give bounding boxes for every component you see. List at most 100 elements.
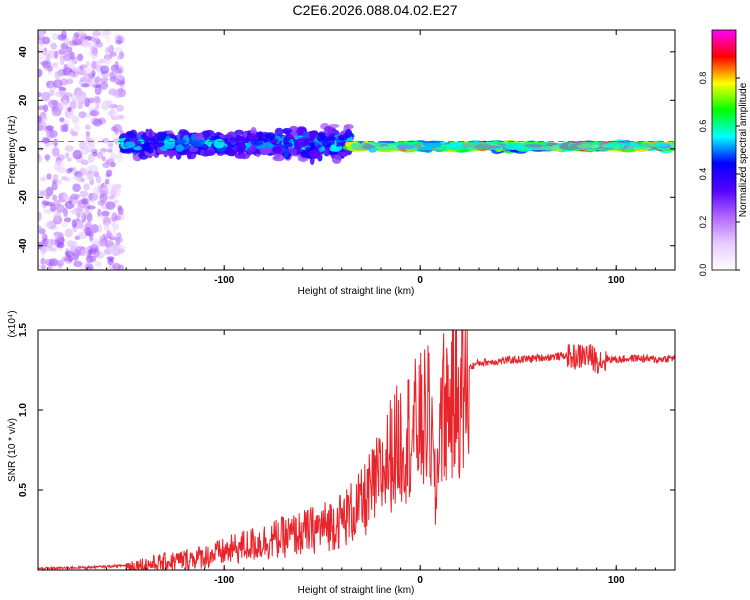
heatmap-cell — [105, 173, 111, 178]
heatmap-cell — [53, 211, 62, 222]
heatmap-cell — [48, 99, 58, 108]
heatmap-cell — [51, 182, 58, 191]
snr-y-tick-label: 1.5 — [18, 323, 29, 337]
heatmap-cell — [175, 144, 184, 152]
heatmap-cell — [101, 156, 106, 162]
heatmap-cell — [80, 210, 85, 221]
heatmap-cell — [121, 133, 129, 139]
heatmap-cell — [85, 255, 94, 263]
snr-line — [38, 330, 675, 570]
colorbar-tick-label: 0.8 — [698, 72, 708, 85]
heatmap-cell — [53, 173, 59, 181]
heatmap-cell — [85, 60, 90, 67]
heatmap-cell — [51, 110, 62, 117]
heatmap-cell — [166, 149, 178, 157]
heatmap-cell — [45, 154, 50, 162]
heatmap-cell — [117, 205, 122, 212]
spectrogram-x-tick-label: 0 — [417, 275, 423, 286]
heatmap-cell — [112, 223, 120, 231]
heatmap-cell — [259, 147, 272, 155]
heatmap-cell — [87, 153, 95, 163]
heatmap-cell — [38, 154, 42, 164]
heatmap-cell — [79, 190, 89, 198]
heatmap-cell — [67, 157, 72, 162]
heatmap-cell — [51, 147, 60, 157]
heatmap-cell — [42, 36, 51, 45]
heatmap-cell — [71, 131, 78, 137]
heatmap-cell — [98, 239, 106, 247]
colorbar-frame — [711, 29, 737, 271]
heatmap-cell — [165, 135, 171, 141]
heatmap-cell — [105, 201, 116, 210]
heatmap-cell — [40, 264, 46, 270]
heatmap-cell — [328, 123, 340, 128]
heatmap-cell — [285, 133, 293, 141]
figure-title: C2E6.2026.088.04.02.E27 — [292, 2, 458, 18]
colorbar-gradient — [712, 30, 736, 270]
heatmap-cell — [85, 113, 92, 119]
heatmap-cell — [101, 210, 110, 217]
heatmap-cell — [48, 247, 58, 252]
heatmap-cell — [90, 49, 99, 60]
heatmap-cell — [90, 224, 99, 234]
heatmap-cell — [71, 219, 77, 228]
spectrogram-y-tick-label: -20 — [18, 190, 29, 205]
heatmap-cell — [72, 35, 78, 42]
heatmap-cell — [108, 244, 119, 255]
heatmap-cell — [50, 204, 57, 212]
heatmap-cell — [104, 160, 111, 166]
colorbar-tick-label: 0.4 — [698, 168, 708, 181]
heatmap-cell — [105, 222, 110, 231]
heatmap-cell — [178, 129, 188, 134]
heatmap-cell — [203, 150, 216, 156]
heatmap-cell — [54, 50, 59, 60]
heatmap-cell — [41, 91, 51, 102]
heatmap-cell — [38, 262, 42, 269]
heatmap-cell — [236, 142, 246, 152]
heatmap-cell — [105, 101, 114, 107]
heatmap-cell — [75, 217, 80, 222]
heatmap-cell — [112, 262, 121, 270]
heatmap-cell — [38, 30, 44, 38]
heatmap-cell — [115, 238, 121, 245]
heatmap-cell — [323, 125, 333, 135]
heatmap-cell — [129, 129, 138, 138]
snr-x-axis: -100 0 100 — [47, 330, 676, 586]
heatmap-cell — [43, 104, 49, 113]
heatmap-cell — [305, 146, 311, 152]
heatmap-cell — [99, 193, 108, 203]
heatmap-cell — [44, 258, 55, 266]
heatmap-cell — [76, 98, 82, 107]
snr-y-tick-label: 0.5 — [18, 483, 29, 497]
heatmap-cell — [84, 124, 91, 130]
heatmap-cell — [84, 97, 90, 108]
heatmap-cell — [64, 145, 74, 152]
heatmap-cell — [274, 127, 284, 136]
heatmap-cell — [189, 147, 199, 153]
heatmap-cell — [101, 32, 107, 38]
spectrogram-x-label: Height of straight line (km) — [298, 286, 415, 297]
snr-x-tick-label: -100 — [214, 575, 234, 586]
heatmap-cell — [116, 232, 122, 240]
heatmap-cell — [78, 111, 87, 119]
heatmap-cell — [115, 104, 124, 112]
heatmap-cell — [58, 48, 67, 55]
heatmap-cell — [59, 117, 65, 123]
heatmap-cell — [95, 104, 100, 110]
spectrogram-y-tick-label: 40 — [18, 46, 29, 58]
heatmap-cell — [108, 44, 114, 54]
snr-y-tick-label: 1.0 — [18, 403, 29, 417]
heatmap-cell — [95, 41, 104, 48]
heatmap-cell — [115, 39, 123, 45]
heatmap-cell — [248, 133, 257, 141]
snr-x-tick-label: 0 — [417, 575, 423, 586]
heatmap-cell — [90, 61, 98, 69]
heatmap-cell — [77, 53, 84, 62]
spectrogram-x-tick-label: 100 — [608, 275, 625, 286]
heatmap-cell — [249, 144, 257, 153]
heatmap-cell — [80, 83, 90, 88]
heatmap-cell — [63, 64, 68, 72]
heatmap-cell — [38, 211, 42, 222]
heatmap-cell — [108, 195, 116, 200]
heatmap-cell — [96, 151, 104, 159]
